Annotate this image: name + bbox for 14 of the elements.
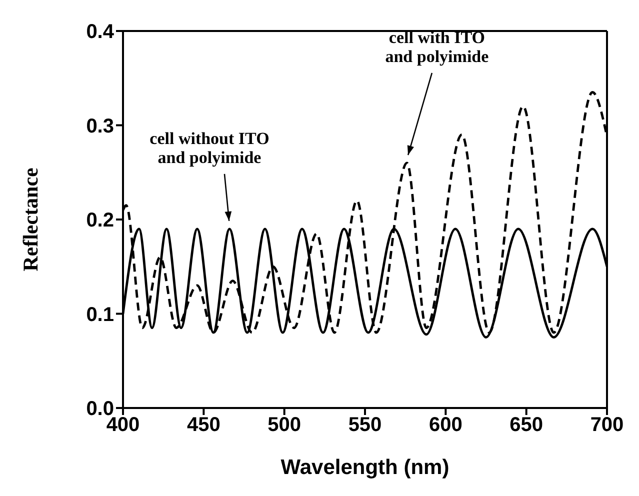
y-tick-label: 0.2 — [86, 210, 114, 232]
y-tick-label: 0.4 — [86, 21, 115, 44]
annotation: cell with ITO and polyimide — [385, 28, 490, 66]
x-tick-label: 650 — [510, 414, 544, 436]
y-tick-label: 0.3 — [86, 115, 114, 138]
x-tick-label: 500 — [268, 414, 302, 436]
annotation: cell without ITO and polyimide — [150, 128, 270, 167]
x-tick-label: 550 — [348, 414, 382, 436]
x-axis-title: Wavelength (nm) — [280, 456, 450, 479]
x-tick-label: 700 — [590, 414, 624, 436]
y-tick-label: 0.1 — [86, 304, 114, 326]
x-tick-label: 600 — [428, 414, 462, 436]
x-tick-label: 450 — [186, 414, 220, 436]
y-axis-title: Reflectance — [18, 168, 42, 272]
